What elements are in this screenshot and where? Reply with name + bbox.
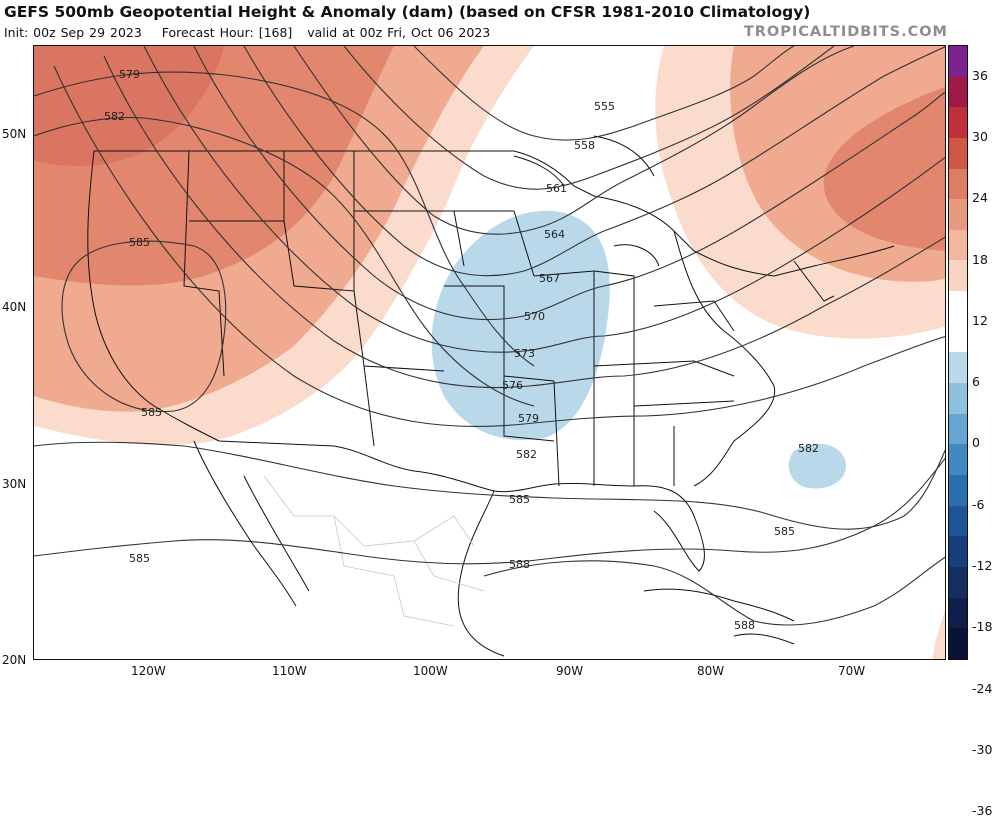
contour-label: 585 xyxy=(141,406,162,419)
lat-label-50n: 50N xyxy=(2,127,27,141)
colorbar-label: 0 xyxy=(972,435,980,451)
colorbar-label: 36 xyxy=(972,67,988,83)
contour-label: 573 xyxy=(514,347,535,360)
colorbar-segment xyxy=(949,444,967,475)
colorbar-label: 18 xyxy=(972,251,988,267)
contour-label: 588 xyxy=(734,619,755,632)
lon-label-120w: 120W xyxy=(131,664,166,678)
political-borders xyxy=(87,150,895,657)
brand-watermark: TROPICALTIDBITS.COM xyxy=(743,24,948,40)
colorbar-segment xyxy=(949,321,967,353)
anomaly-positive-se-corner xyxy=(932,611,945,659)
colorbar-segment xyxy=(949,76,967,108)
contour-label: 585 xyxy=(509,493,530,506)
map-panel: 579 582 585 585 555 558 561 564 567 570 … xyxy=(33,45,946,660)
colorbar-label: 30 xyxy=(972,128,988,144)
anomaly-positive-east-strong xyxy=(823,86,945,251)
lon-label-80w: 80W xyxy=(697,664,725,678)
lat-label-20n: 20N xyxy=(2,653,27,667)
colorbar-segment xyxy=(949,383,967,414)
contour-label: 588 xyxy=(509,558,530,571)
contour-label: 579 xyxy=(119,68,140,81)
contour-label: 567 xyxy=(539,272,560,285)
colorbar-segment xyxy=(949,628,967,659)
contour-label: 579 xyxy=(518,412,539,425)
colorbar-label: -36 xyxy=(972,803,993,818)
anomaly-negative-trough xyxy=(431,210,610,441)
forecast-hour: Forecast Hour: [168] xyxy=(161,25,293,40)
lon-label-110w: 110W xyxy=(272,664,307,678)
lat-label-40n: 40N xyxy=(2,300,27,314)
colorbar-label: -24 xyxy=(972,680,993,696)
lat-label-30n: 30N xyxy=(2,477,27,491)
map-svg: 579 582 585 585 555 558 561 564 567 570 … xyxy=(34,46,945,659)
valid-time: valid at 00z Fri, Oct 06 2023 xyxy=(307,25,491,40)
contour-label: 561 xyxy=(546,182,567,195)
colorbar-segment xyxy=(949,474,967,506)
lon-label-100w: 100W xyxy=(413,664,448,678)
lon-label-90w: 90W xyxy=(556,664,584,678)
contour-labels: 579 582 585 585 555 558 561 564 567 570 … xyxy=(104,68,819,632)
contour-label: 585 xyxy=(129,552,150,565)
colorbar-segment xyxy=(949,291,967,322)
anomaly-negative-atlantic xyxy=(788,443,847,489)
colorbar-segment xyxy=(949,107,967,138)
colorbar-segment xyxy=(949,536,967,567)
anomaly-colorbar xyxy=(948,45,968,660)
colorbar-segment xyxy=(949,260,967,292)
colorbar-segment xyxy=(949,505,967,537)
contour-label: 582 xyxy=(516,448,537,461)
contour-label: 570 xyxy=(524,310,545,323)
chart-title: GEFS 500mb Geopotential Height & Anomaly… xyxy=(4,3,811,21)
contour-label: 585 xyxy=(774,525,795,538)
contour-label: 585 xyxy=(129,236,150,249)
init-time: Init: 00z Sep 29 2023 xyxy=(4,25,142,40)
colorbar-label: -12 xyxy=(972,558,993,574)
contour-label: 576 xyxy=(502,379,523,392)
colorbar-segment xyxy=(949,137,967,169)
colorbar-segment xyxy=(949,597,967,629)
colorbar-label: 6 xyxy=(972,374,980,390)
colorbar-label: -30 xyxy=(972,741,993,757)
colorbar-segment xyxy=(949,413,967,445)
colorbar-label: 24 xyxy=(972,190,988,206)
height-contours xyxy=(34,46,945,626)
contour-label: 582 xyxy=(104,110,125,123)
colorbar-segment xyxy=(949,168,967,200)
colorbar-segment xyxy=(949,46,967,77)
colorbar-label: 12 xyxy=(972,312,988,328)
colorbar-segment xyxy=(949,566,967,598)
contour-label: 558 xyxy=(574,139,595,152)
colorbar-segment xyxy=(949,229,967,261)
colorbar-segment xyxy=(949,352,967,384)
lon-label-70w: 70W xyxy=(838,664,866,678)
contour-label: 555 xyxy=(594,100,615,113)
mexico-states xyxy=(263,475,485,627)
coastline-extra xyxy=(193,135,795,645)
colorbar-segment xyxy=(949,199,967,230)
chart-subtitle: Init: 00z Sep 29 2023 Forecast Hour: [16… xyxy=(4,25,490,40)
contour-label: 564 xyxy=(544,228,565,241)
colorbar-label: -18 xyxy=(972,619,993,635)
colorbar-label: -6 xyxy=(972,496,985,512)
contour-label: 582 xyxy=(798,442,819,455)
